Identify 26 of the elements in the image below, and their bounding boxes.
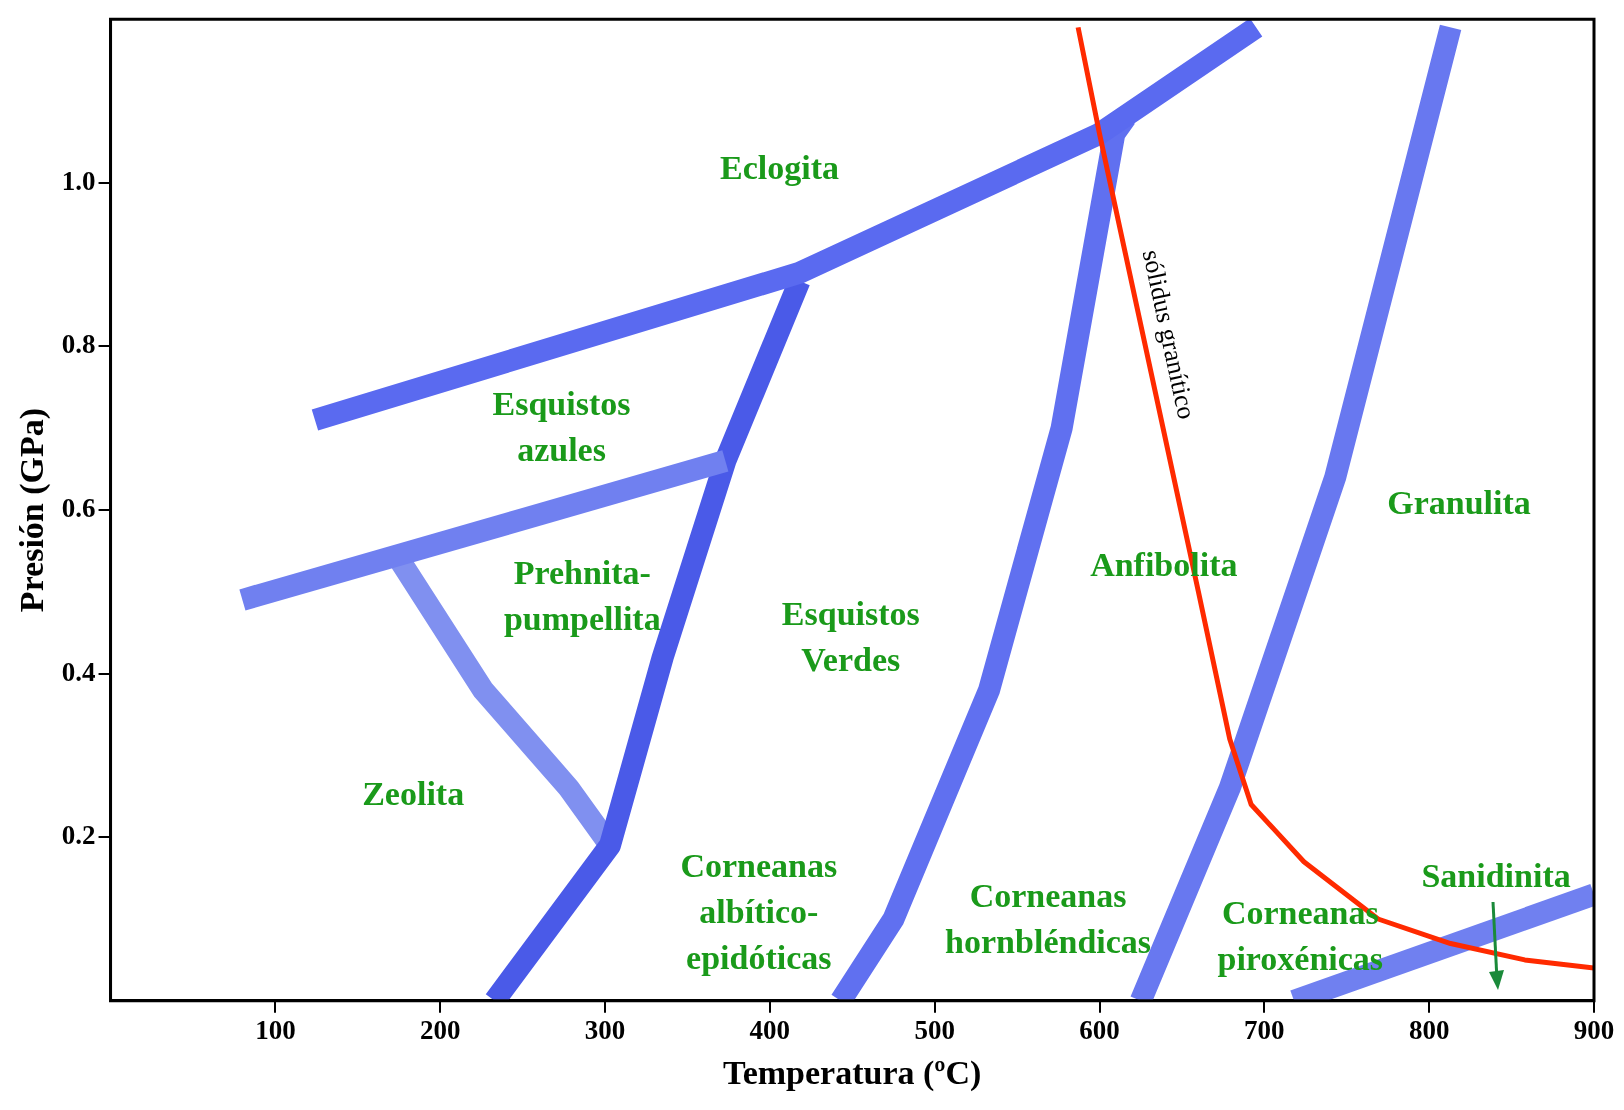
annotation: Corneanas albítico- epidóticas [680, 847, 838, 977]
x-tick-label: 600 [1079, 1014, 1120, 1045]
annotation: Prehnita- pumpellita [503, 554, 661, 638]
y-tick-label: 0.2 [61, 820, 96, 851]
annotation: Esquistos Verdes [781, 595, 920, 679]
x-tick-label: 800 [1408, 1014, 1450, 1045]
y-tick-label: 0.8 [61, 329, 96, 360]
annotation: Sanidinita [1421, 856, 1571, 894]
x-tick-label: 500 [914, 1014, 955, 1045]
x-tick-label: 100 [255, 1014, 296, 1045]
x-tick-label: 700 [1244, 1014, 1285, 1045]
text: sólidus granítico [1136, 247, 1202, 422]
annotation: Esquistos azules [492, 385, 631, 469]
annotation: Eclogita [720, 149, 840, 187]
annotation: Granulita [1387, 483, 1531, 521]
y-tick-label: 0.4 [61, 656, 96, 687]
x-tick-label: 300 [584, 1014, 626, 1045]
x-tick-label: 400 [749, 1014, 791, 1045]
x-tick-label: 900 [1573, 1014, 1615, 1045]
y-tick-label: 0.6 [61, 492, 96, 523]
annotation: Corneanas hornbléndicas [945, 877, 1152, 961]
y-tick-label: 1.0 [61, 165, 96, 196]
annotation: Zeolita [362, 775, 465, 813]
x-axis-title: Temperatura (ºC) [723, 1054, 982, 1093]
y-axis-title: Presión (GPa) [13, 407, 52, 613]
x-tick-label: 200 [419, 1014, 461, 1045]
